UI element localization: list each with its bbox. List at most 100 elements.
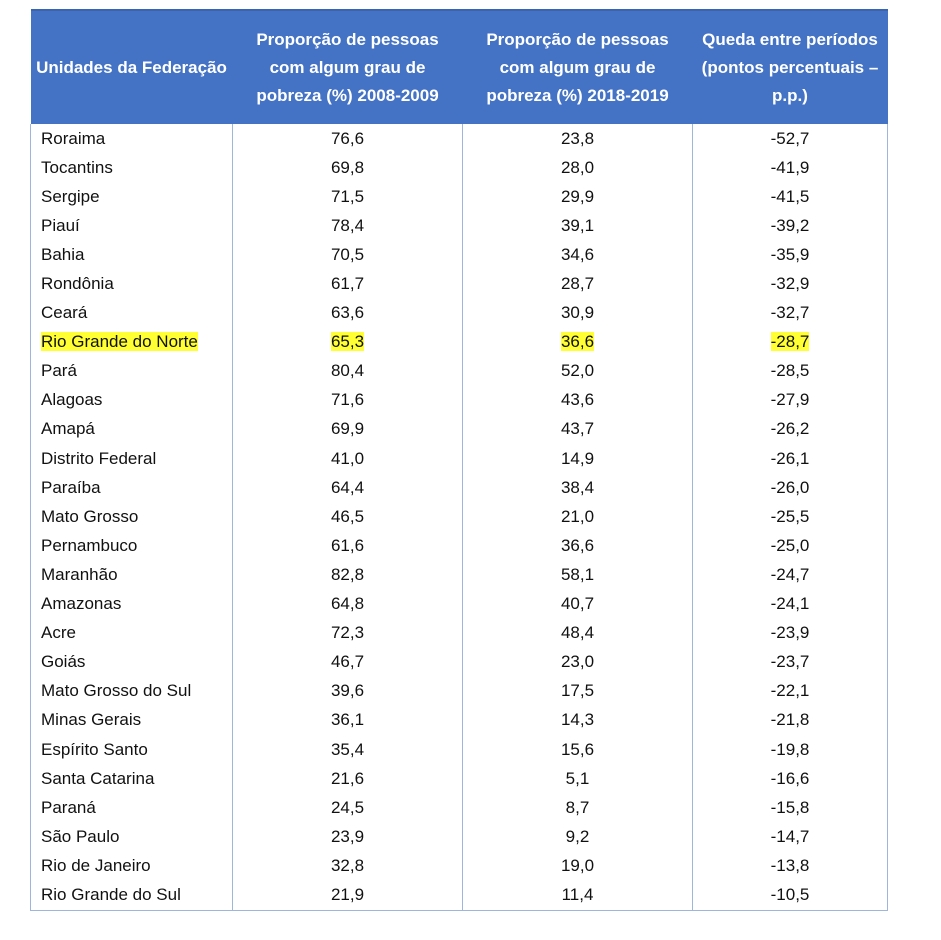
state-name-cell: Amapá	[30, 414, 233, 445]
value-2008-cell: 69,9	[232, 414, 463, 445]
state-name-cell: Espírito Santo	[30, 734, 233, 765]
value-2018-cell: 11,4	[462, 880, 693, 911]
table-row: Piauí 78,4 39,1 -39,2	[30, 211, 888, 241]
state-name: Mato Grosso do Sul	[41, 681, 192, 701]
drop-value-cell: -19,8	[692, 734, 888, 765]
table-row: Maranhão 82,8 58,1 -24,7	[30, 560, 888, 590]
drop-value: -16,6	[770, 768, 810, 788]
drop-value-cell: -25,5	[692, 502, 888, 532]
value-2018: 5,1	[565, 768, 590, 788]
value-2018: 28,7	[560, 274, 595, 294]
table-row: Tocantins 69,8 28,0 -41,9	[30, 153, 888, 183]
value-2018: 23,0	[560, 652, 595, 672]
value-2008: 72,3	[330, 623, 365, 643]
drop-value-cell: -23,7	[692, 647, 888, 677]
value-2008-cell: 76,6	[232, 124, 463, 154]
value-2008-cell: 36,1	[232, 705, 463, 735]
value-2008: 24,5	[330, 797, 365, 817]
state-name: Rio de Janeiro	[41, 855, 151, 875]
value-2008: 23,9	[330, 826, 365, 846]
drop-value-cell: -23,9	[692, 618, 888, 648]
value-2018-cell: 52,0	[462, 356, 693, 386]
value-2008-cell: 21,6	[232, 764, 463, 794]
value-2008: 64,8	[330, 594, 365, 614]
drop-value: -26,0	[770, 477, 810, 497]
value-2018: 39,1	[560, 215, 595, 235]
table-row: Sergipe 71,5 29,9 -41,5	[30, 182, 888, 212]
value-2018-cell: 14,9	[462, 444, 693, 474]
value-2008: 36,1	[330, 710, 365, 730]
state-name: Amapá	[41, 419, 95, 439]
drop-value: -35,9	[770, 244, 810, 264]
value-2018: 8,7	[565, 797, 590, 817]
drop-value-cell: -10,5	[692, 880, 888, 911]
value-2008: 69,8	[330, 157, 365, 177]
table-row: Amapá 69,9 43,7 -26,2	[30, 414, 888, 445]
state-name: Minas Gerais	[41, 710, 142, 730]
value-2018-cell: 28,7	[462, 269, 693, 299]
value-2018-cell: 23,0	[462, 647, 693, 677]
value-2008: 82,8	[330, 564, 365, 584]
state-name-cell: Roraima	[30, 124, 233, 154]
state-name-cell: Tocantins	[30, 153, 233, 183]
value-2018-cell: 30,9	[462, 298, 693, 328]
drop-value: -39,2	[770, 215, 810, 235]
value-2018-cell: 36,6	[462, 531, 693, 561]
value-2018-cell: 21,0	[462, 502, 693, 532]
table-row: Mato Grosso do Sul 39,6 17,5 -22,1	[30, 676, 888, 706]
value-2008: 46,5	[330, 506, 365, 526]
value-2018: 14,9	[560, 448, 595, 468]
drop-value-cell: -24,7	[692, 560, 888, 590]
value-2008-cell: 61,6	[232, 531, 463, 561]
value-2008-cell: 46,7	[232, 647, 463, 677]
table-row: Rio de Janeiro 32,8 19,0 -13,8	[30, 851, 888, 881]
drop-value: -24,1	[770, 594, 810, 614]
table-row: Pará 80,4 52,0 -28,5	[30, 356, 888, 386]
drop-value: -19,8	[770, 739, 810, 759]
drop-value: -23,7	[770, 652, 810, 672]
header-2008: Proporção de pessoas com algum grau de p…	[232, 9, 463, 124]
drop-value: -41,5	[770, 186, 810, 206]
state-name-cell: Paraíba	[30, 473, 233, 503]
value-2018: 40,7	[560, 594, 595, 614]
table-row: Pernambuco 61,6 36,6 -25,0	[30, 531, 888, 561]
state-name: Pará	[41, 361, 77, 381]
state-name: São Paulo	[41, 826, 120, 846]
value-2008-cell: 32,8	[232, 851, 463, 881]
value-2008: 65,3	[330, 332, 365, 352]
table-row: Paraná 24,5 8,7 -15,8	[30, 793, 888, 823]
drop-value: -10,5	[770, 884, 810, 904]
state-name-cell: Paraná	[30, 793, 233, 823]
value-2018: 9,2	[565, 826, 590, 846]
header-2018: Proporção de pessoas com algum grau de p…	[462, 9, 693, 124]
value-2008-cell: 71,5	[232, 182, 463, 212]
value-2018-cell: 23,8	[462, 124, 693, 154]
header-uf: Unidades da Federação	[30, 9, 233, 124]
state-name: Rio Grande do Norte	[41, 332, 198, 352]
value-2018-cell: 15,6	[462, 734, 693, 765]
drop-value-cell: -39,2	[692, 211, 888, 241]
state-name: Goiás	[41, 652, 86, 672]
state-name-cell: Minas Gerais	[30, 705, 233, 735]
value-2018-cell: 43,7	[462, 414, 693, 445]
value-2018-cell: 43,6	[462, 385, 693, 415]
state-name: Paraná	[41, 797, 96, 817]
state-name-cell: Sergipe	[30, 182, 233, 212]
value-2008-cell: 72,3	[232, 618, 463, 648]
state-name: Distrito Federal	[41, 448, 157, 468]
value-2008: 63,6	[330, 303, 365, 323]
state-name: Ceará	[41, 303, 88, 323]
value-2018: 38,4	[560, 477, 595, 497]
value-2018-cell: 5,1	[462, 764, 693, 794]
drop-value-cell: -26,0	[692, 473, 888, 503]
state-name-cell: São Paulo	[30, 822, 233, 852]
drop-value-cell: -28,7	[692, 327, 888, 357]
state-name: Roraima	[41, 128, 106, 148]
drop-value-cell: -15,8	[692, 793, 888, 823]
value-2018: 29,9	[560, 186, 595, 206]
value-2008-cell: 80,4	[232, 356, 463, 386]
drop-value: -26,2	[770, 419, 810, 439]
value-2018: 43,7	[560, 419, 595, 439]
table-row: Acre 72,3 48,4 -23,9	[30, 618, 888, 648]
value-2018: 17,5	[560, 681, 595, 701]
